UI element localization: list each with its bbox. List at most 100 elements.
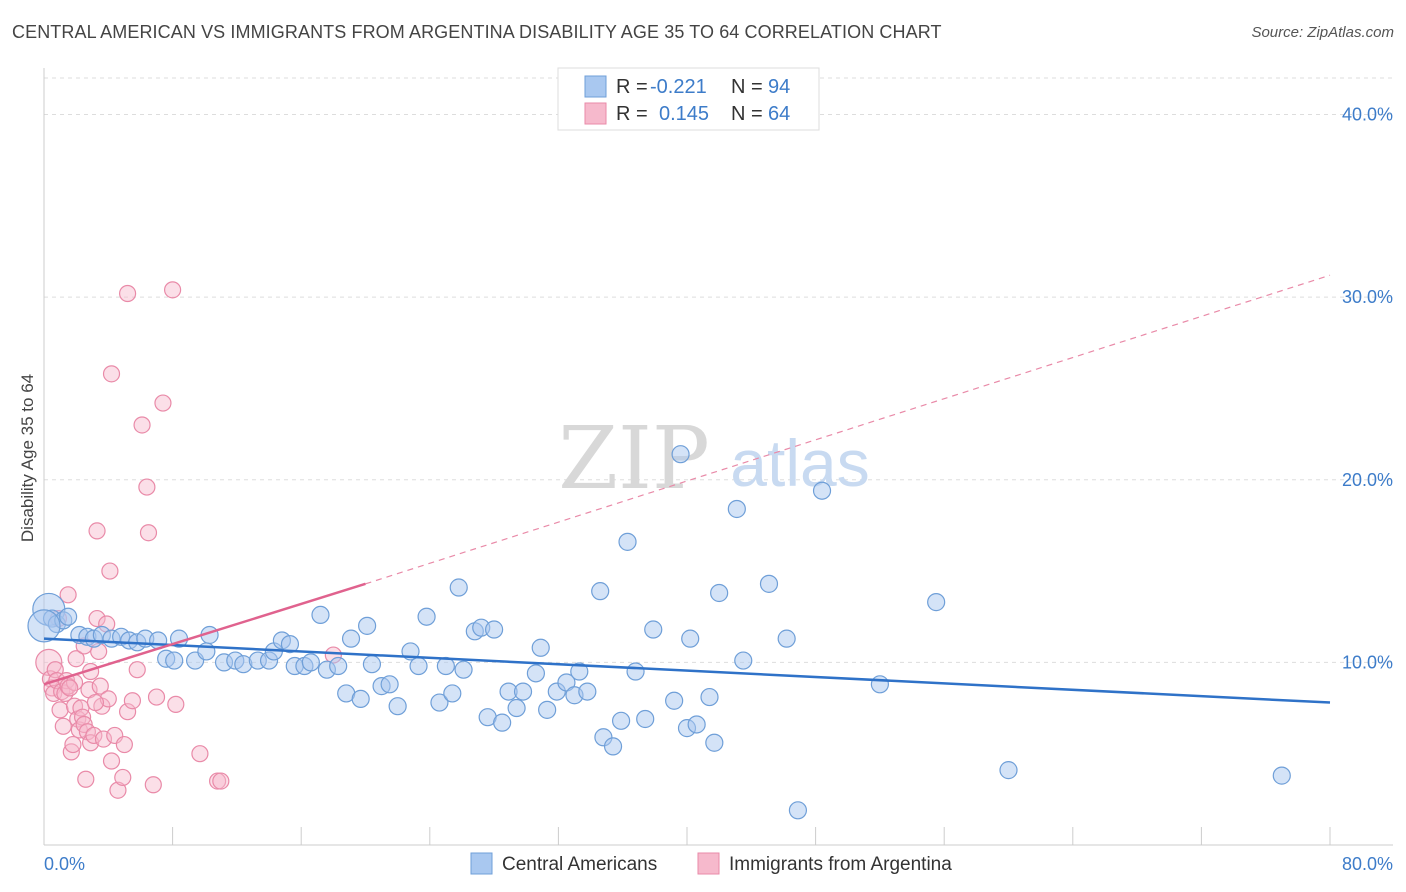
point-argentina	[101, 562, 119, 580]
point-central-american	[681, 629, 700, 648]
trend-extension-argentina	[365, 274, 1331, 585]
point-argentina	[88, 609, 106, 628]
point-central-american	[526, 664, 545, 683]
point-central-american	[636, 709, 655, 729]
point-central-american	[578, 682, 597, 701]
point-argentina	[88, 522, 106, 540]
bottom-legend-label-central-americans: Central Americans	[502, 854, 657, 875]
point-argentina	[59, 586, 77, 604]
point-central-american	[734, 651, 753, 670]
point-argentina	[54, 717, 72, 735]
point-central-american	[687, 715, 706, 734]
point-argentina	[128, 661, 146, 679]
point-central-american	[759, 574, 779, 593]
point-central-american	[507, 698, 526, 718]
point-central-american	[380, 675, 399, 694]
point-central-american	[493, 713, 512, 732]
point-central-american	[557, 673, 576, 692]
point-argentina	[147, 688, 166, 706]
point-argentina	[86, 693, 105, 712]
point-central-american	[710, 583, 729, 603]
point-central-american	[417, 607, 436, 626]
point-central-american	[362, 655, 382, 674]
point-central-american	[280, 635, 300, 654]
axes	[43, 68, 1393, 846]
point-central-american	[27, 609, 61, 643]
trend-line-central-americans	[43, 637, 1331, 704]
point-argentina	[144, 776, 162, 794]
point-central-american	[513, 682, 533, 701]
point-central-american	[388, 697, 407, 716]
point-central-american	[999, 761, 1018, 780]
point-central-american	[812, 481, 832, 500]
point-central-american	[358, 616, 377, 635]
point-argentina	[118, 703, 137, 721]
point-central-american	[626, 662, 645, 681]
point-central-american	[449, 578, 468, 597]
y-tick-label: 20.0%	[1342, 470, 1393, 490]
legend-r-value-pink: 0.145	[659, 103, 709, 125]
watermark-atlas: atlas	[730, 426, 869, 500]
legend-r-value-blue: -0.221	[650, 76, 707, 98]
point-central-american	[618, 532, 637, 551]
point-central-american	[603, 737, 623, 756]
point-central-american	[700, 687, 719, 707]
point-argentina	[114, 768, 132, 787]
legend-r-label-blue: R =	[616, 76, 648, 98]
point-central-american	[329, 656, 348, 676]
point-argentina	[138, 478, 156, 496]
point-central-american	[788, 801, 808, 820]
y-tick-label: 30.0%	[1342, 287, 1393, 307]
point-central-american	[1272, 766, 1291, 785]
trend-line-argentina	[43, 582, 366, 686]
point-central-american	[409, 656, 428, 676]
point-central-american	[777, 629, 796, 648]
point-central-american	[165, 651, 184, 670]
point-argentina	[102, 752, 121, 770]
point-central-american	[927, 593, 946, 612]
point-central-american	[870, 675, 890, 694]
point-argentina	[212, 772, 230, 790]
chart-title: CENTRAL AMERICAN VS IMMIGRANTS FROM ARGE…	[12, 22, 942, 42]
point-argentina	[91, 677, 109, 695]
point-central-american	[301, 653, 320, 672]
point-central-american	[644, 620, 663, 639]
trend-lines	[43, 274, 1331, 704]
legend: R = -0.221 N = 94 R = 0.145 N = 64	[557, 67, 820, 131]
point-argentina	[109, 781, 127, 799]
legend-n-label-pink: N =	[731, 103, 763, 125]
point-central-american	[531, 638, 550, 657]
point-argentina	[85, 726, 103, 745]
point-argentina	[77, 770, 95, 788]
point-central-american	[538, 700, 557, 719]
legend-r-label-pink: R =	[616, 103, 648, 125]
point-argentina	[51, 701, 69, 719]
y-tick-label: 10.0%	[1342, 652, 1393, 672]
point-central-american	[727, 499, 746, 519]
point-argentina	[46, 661, 64, 679]
source-label: Source: ZipAtlas.com	[1251, 24, 1394, 41]
y-tick-label: 40.0%	[1342, 105, 1393, 125]
x-tick-label-max: 80.0%	[1342, 854, 1393, 874]
point-central-american	[591, 582, 610, 601]
bottom-legend: Central Americans Immigrants from Argent…	[470, 852, 952, 875]
x-tick-label-min: 0.0%	[44, 854, 85, 874]
legend-swatch-blue	[584, 75, 607, 98]
point-argentina	[102, 365, 121, 383]
point-central-american	[430, 693, 449, 712]
bottom-legend-swatch-blue	[470, 852, 493, 875]
point-argentina	[167, 695, 185, 713]
legend-n-value-pink: 64	[768, 103, 790, 125]
point-central-american	[611, 711, 631, 730]
point-central-american	[351, 689, 370, 709]
point-central-american	[59, 607, 78, 626]
legend-swatch-pink	[584, 102, 607, 125]
point-argentina	[164, 281, 182, 299]
point-central-american	[485, 620, 504, 639]
point-central-american	[311, 605, 330, 625]
point-central-american	[671, 445, 690, 464]
point-central-american	[705, 733, 724, 752]
point-central-american	[454, 660, 473, 679]
point-argentina	[115, 735, 133, 754]
